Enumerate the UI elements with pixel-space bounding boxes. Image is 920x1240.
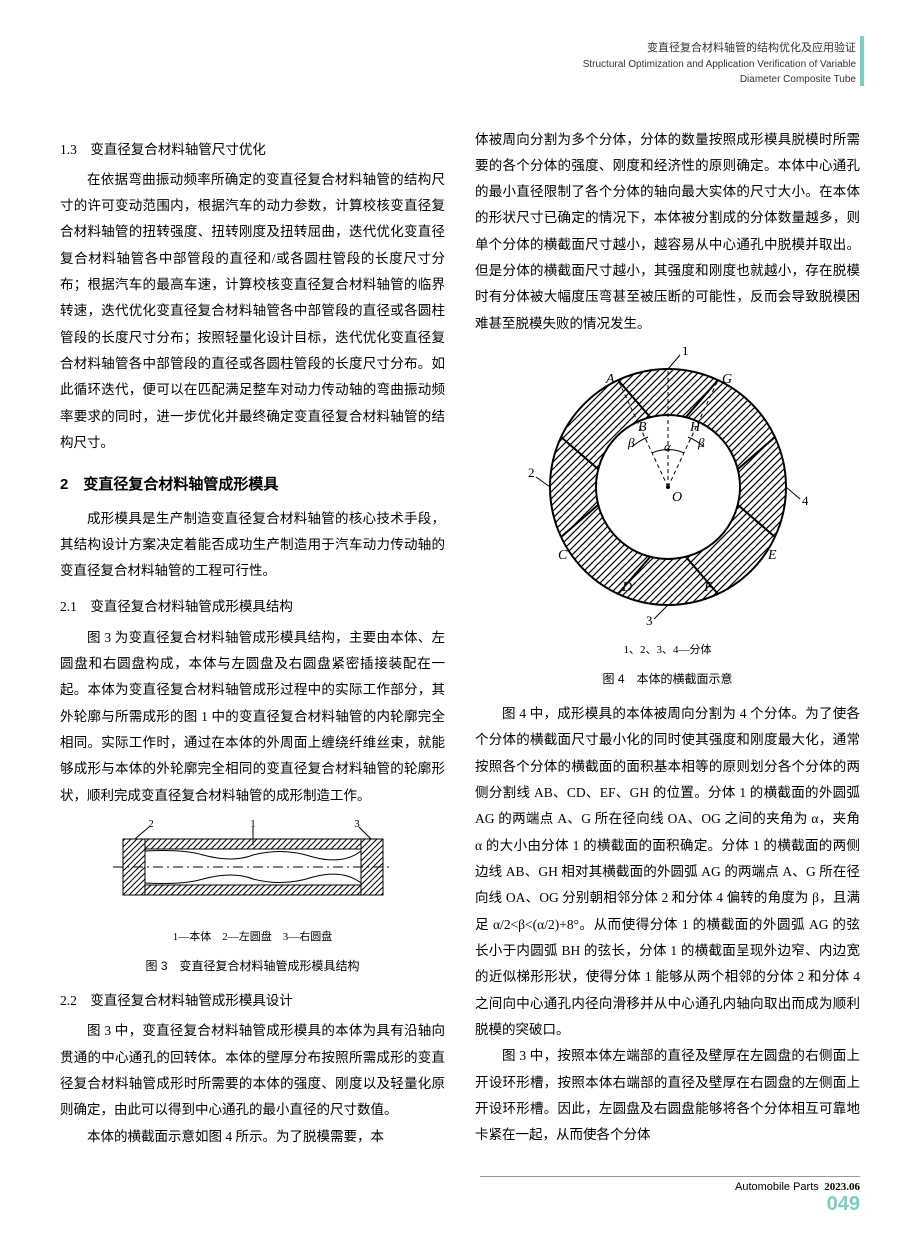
svg-text:2: 2: [528, 465, 535, 480]
figure-4-legend: 1、2、3、4—分体: [475, 640, 860, 661]
figure-3-legend: 1—本体 2—左圆盘 3—右圆盘: [60, 927, 445, 948]
svg-text:D: D: [621, 580, 632, 595]
page-footer: Automobile Parts 2023.06 049: [480, 1176, 860, 1216]
svg-text:E: E: [767, 548, 777, 563]
para-2-2a: 图 3 中，变直径复合材料轴管成形模具的本体为具有沿轴向贯通的中心通孔的回转体。…: [60, 1018, 445, 1123]
two-column-body: 1.3 变直径复合材料轴管尺寸优化 在依据弯曲振动频率所确定的变直径复合材料轴管…: [60, 127, 860, 1150]
footer-journal: Automobile Parts: [735, 1181, 819, 1193]
svg-text:1: 1: [682, 347, 689, 358]
header-title-cn: 变直径复合材料轴管的结构优化及应用验证: [60, 40, 856, 57]
svg-text:β: β: [697, 435, 705, 450]
para-right-top: 体被周向分割为多个分体，分体的数量按照成形模具脱模时所需要的各个分体的强度、刚度…: [475, 127, 860, 338]
svg-text:α: α: [664, 439, 672, 454]
svg-text:β: β: [627, 435, 635, 450]
heading-2-2: 2.2 变直径复合材料轴管成形模具设计: [60, 988, 445, 1014]
left-column: 1.3 变直径复合材料轴管尺寸优化 在依据弯曲振动频率所确定的变直径复合材料轴管…: [60, 127, 445, 1150]
figure-3-caption: 图 3 变直径复合材料轴管成形模具结构: [60, 955, 445, 978]
para-right-3: 图 3 中，按照本体左端部的直径及壁厚在左圆盘的右侧面上开设环形槽，按照本体右端…: [475, 1043, 860, 1148]
running-header: 变直径复合材料轴管的结构优化及应用验证 Structural Optimizat…: [60, 40, 860, 87]
fig3-lbl-1: 1: [250, 819, 256, 830]
heading-2-1: 2.1 变直径复合材料轴管成形模具结构: [60, 594, 445, 620]
fig3-lbl-3: 3: [354, 819, 360, 830]
svg-text:B: B: [638, 420, 647, 435]
heading-2: 2 变直径复合材料轴管成形模具: [60, 470, 445, 499]
header-title-en-1: Structural Optimization and Application …: [60, 57, 856, 72]
figure-4-caption: 图 4 本体的横截面示意: [475, 668, 860, 691]
svg-text:C: C: [558, 548, 568, 563]
heading-1-3: 1.3 变直径复合材料轴管尺寸优化: [60, 137, 445, 163]
para-1-3: 在依据弯曲振动频率所确定的变直径复合材料轴管的结构尺寸的许可变动范围内，根据汽车…: [60, 167, 445, 456]
figure-3: 1 2 3 1—本体 2—左圆盘 3—右圆盘 图 3 变直径复合材料轴管成形模具…: [60, 819, 445, 978]
fig3-lbl-2: 2: [148, 819, 154, 830]
figure-4-svg: A G B H C D E F O α β β 1 2: [528, 347, 808, 627]
svg-text:O: O: [672, 490, 682, 505]
right-column: 体被周向分割为多个分体，分体的数量按照成形模具脱模时所需要的各个分体的强度、刚度…: [475, 127, 860, 1150]
svg-text:4: 4: [802, 493, 808, 508]
para-right-2: 图 4 中，成形模具的本体被周向分割为 4 个分体。为了使各个分体的横截面尺寸最…: [475, 701, 860, 1043]
page-number: 049: [827, 1193, 860, 1215]
footer-rule: [480, 1176, 860, 1177]
footer-issue: 2023.06: [824, 1181, 860, 1193]
svg-text:G: G: [722, 372, 732, 387]
figure-4: A G B H C D E F O α β β 1 2: [475, 347, 860, 691]
header-title-en-2: Diameter Composite Tube: [60, 72, 856, 87]
para-2: 成形模具是生产制造变直径复合材料轴管的核心技术手段，其结构设计方案决定着能否成功…: [60, 506, 445, 585]
para-2-1: 图 3 为变直径复合材料轴管成形模具结构，主要由本体、左圆盘和右圆盘构成，本体与…: [60, 625, 445, 809]
svg-text:F: F: [703, 580, 713, 595]
header-accent-bar: [860, 36, 864, 86]
svg-text:H: H: [689, 420, 701, 435]
svg-text:A: A: [605, 372, 615, 387]
figure-3-svg: 1 2 3: [103, 819, 403, 914]
para-2-2b: 本体的横截面示意如图 4 所示。为了脱模需要，本: [60, 1124, 445, 1150]
svg-text:3: 3: [646, 613, 653, 627]
